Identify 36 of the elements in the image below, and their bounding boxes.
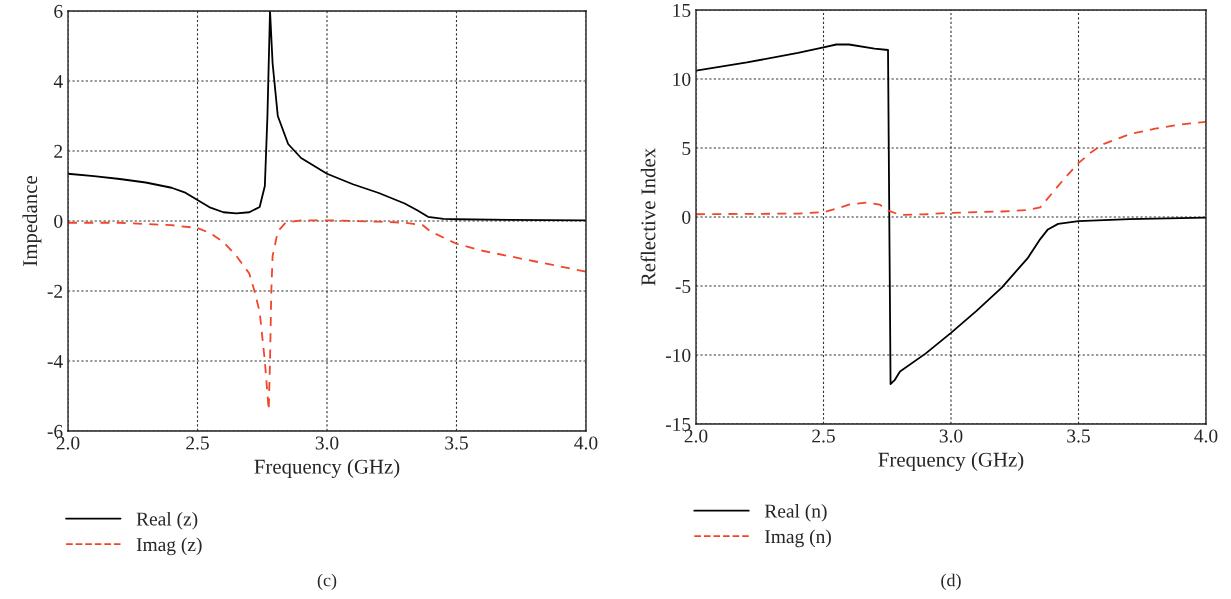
y-tick-label: 0 <box>682 210 691 224</box>
line-series <box>696 120 1206 216</box>
x-tick-label: 2.5 <box>812 429 835 443</box>
x-axis-title: Frequency (GHz) <box>254 459 400 478</box>
legend-label: Real (z) <box>136 511 198 530</box>
x-tick-label: 3.5 <box>1067 429 1090 443</box>
y-tick-label: 2 <box>54 144 63 158</box>
x-tick-label: 3.0 <box>315 436 339 450</box>
x-tick-label: 2.0 <box>684 429 708 443</box>
legend-label: Imag (n) <box>765 529 831 548</box>
x-tick-label: 4.0 <box>574 436 598 450</box>
x-tick-label: 3.0 <box>939 429 963 443</box>
legend-label: Imag (z) <box>136 537 202 556</box>
text: (c) <box>317 573 337 591</box>
x-tick-label: 4.0 <box>1194 429 1218 443</box>
y-axis-title: Impedance <box>22 176 42 266</box>
y-tick-label: -15 <box>665 417 691 431</box>
y-tick-label: 0 <box>54 214 63 228</box>
y-tick-label: -5 <box>675 280 691 293</box>
y-tick-label: -2 <box>47 284 63 298</box>
x-tick-label: 3.5 <box>445 436 468 450</box>
legend-label: Real (n) <box>764 503 827 522</box>
text: (d) <box>941 573 961 591</box>
y-axis-title: Reflective Index <box>640 148 656 286</box>
line-series <box>696 43 1206 385</box>
y-tick-label: -4 <box>47 354 63 368</box>
y-tick-label: 10 <box>673 72 691 86</box>
x-tick-label: 2.5 <box>186 436 209 450</box>
y-tick-label: -6 <box>47 424 63 438</box>
x-tick-label: 2.0 <box>56 436 80 450</box>
y-tick-label: 4 <box>53 74 63 88</box>
y-tick-label: -10 <box>665 348 691 362</box>
y-tick-label: 5 <box>682 142 691 155</box>
y-tick-label: 15 <box>673 3 691 17</box>
y-tick-label: 6 <box>54 4 63 18</box>
x-axis-title: Frequency (GHz) <box>878 452 1024 471</box>
